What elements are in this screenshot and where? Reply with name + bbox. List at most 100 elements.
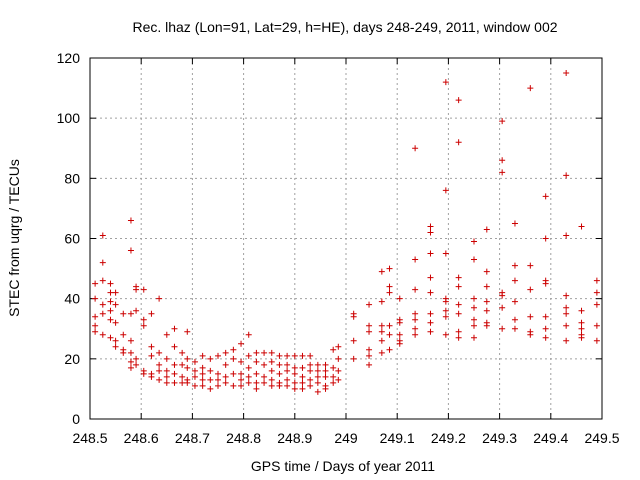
- data-point: [261, 361, 268, 368]
- data-point: [238, 358, 245, 365]
- data-point: [171, 325, 178, 332]
- data-point: [483, 283, 490, 290]
- x-tick-label: 249: [334, 430, 358, 446]
- data-point: [99, 232, 106, 239]
- data-point: [378, 322, 385, 329]
- data-point: [471, 256, 477, 263]
- data-point: [427, 289, 434, 296]
- data-point: [276, 361, 283, 368]
- data-point: [455, 310, 462, 317]
- data-point: [99, 301, 106, 308]
- data-point: [299, 364, 306, 371]
- data-point: [140, 370, 147, 377]
- data-point: [378, 349, 385, 356]
- data-point: [455, 139, 462, 146]
- data-point: [366, 346, 373, 353]
- x-tick-label: 249.1: [380, 430, 415, 446]
- data-point: [350, 337, 357, 344]
- x-axis-ticks: 248.5 248.6 248.7 248.8 248.9 249 249.1 249.2 24…: [72, 58, 620, 446]
- data-point: [322, 373, 329, 380]
- data-point: [222, 349, 229, 356]
- data-point: [578, 325, 585, 332]
- y-tick-label: 40: [64, 291, 80, 307]
- data-point: [191, 373, 198, 380]
- data-point: [314, 361, 321, 368]
- data-point: [335, 376, 342, 383]
- data-point: [378, 328, 385, 335]
- data-point: [99, 277, 106, 284]
- data-point: [253, 349, 260, 356]
- data-point: [511, 298, 518, 305]
- data-point: [499, 304, 506, 311]
- data-point: [563, 304, 570, 311]
- x-axis-label: GPS time / Days of year 2011: [251, 458, 435, 474]
- data-point: [366, 361, 373, 368]
- data-point: [261, 373, 268, 380]
- data-point: [442, 79, 449, 86]
- data-point: [276, 352, 283, 359]
- data-point: [148, 352, 155, 359]
- data-point: [191, 358, 198, 365]
- data-point: [163, 331, 170, 338]
- x-tick-label: 248.9: [277, 430, 312, 446]
- data-point: [268, 349, 275, 356]
- data-point: [471, 322, 477, 329]
- data-point: [268, 367, 275, 374]
- data-point: [335, 343, 342, 350]
- data-point: [191, 382, 198, 389]
- data-point: [120, 331, 127, 338]
- data-point: [386, 289, 393, 296]
- data-point: [455, 274, 462, 281]
- data-point: [330, 373, 337, 380]
- data-point: [99, 310, 106, 317]
- data-point: [127, 358, 134, 365]
- data-point: [107, 316, 114, 323]
- data-point: [366, 301, 373, 308]
- data-point: [199, 364, 206, 371]
- data-point: [442, 298, 449, 305]
- data-point: [127, 310, 134, 317]
- data-point: [171, 343, 178, 350]
- data-point: [156, 295, 163, 302]
- data-point: [542, 313, 549, 320]
- data-point: [112, 337, 119, 344]
- data-point: [442, 313, 449, 320]
- data-point: [191, 367, 198, 374]
- data-point: [307, 367, 314, 374]
- data-point: [307, 376, 314, 383]
- data-point: [542, 334, 549, 341]
- y-tick-label: 0: [72, 411, 80, 427]
- data-point: [199, 382, 206, 389]
- data-point: [499, 118, 506, 125]
- data-point: [378, 268, 385, 275]
- data-point: [156, 349, 163, 356]
- data-point: [314, 373, 321, 380]
- data-point: [112, 289, 119, 296]
- data-point: [563, 337, 570, 344]
- data-point: [163, 379, 170, 386]
- data-point: [455, 328, 462, 335]
- data-point: [330, 379, 337, 386]
- data-point: [386, 331, 393, 338]
- data-point: [442, 187, 449, 194]
- data-point: [511, 262, 518, 269]
- data-point: [215, 376, 221, 383]
- data-point: [366, 328, 373, 335]
- data-point: [322, 361, 329, 368]
- data-point: [412, 331, 419, 338]
- data-point: [291, 364, 298, 371]
- data-point: [215, 370, 221, 377]
- data-point: [112, 319, 119, 326]
- data-point: [527, 85, 534, 92]
- data-point: [563, 292, 570, 299]
- data-point: [511, 277, 518, 284]
- data-point: [215, 382, 221, 389]
- data-point: [140, 316, 147, 323]
- data-point: [483, 322, 490, 329]
- data-point: [284, 361, 291, 368]
- data-point: [92, 322, 99, 329]
- data-point: [107, 334, 114, 341]
- data-point: [133, 355, 140, 362]
